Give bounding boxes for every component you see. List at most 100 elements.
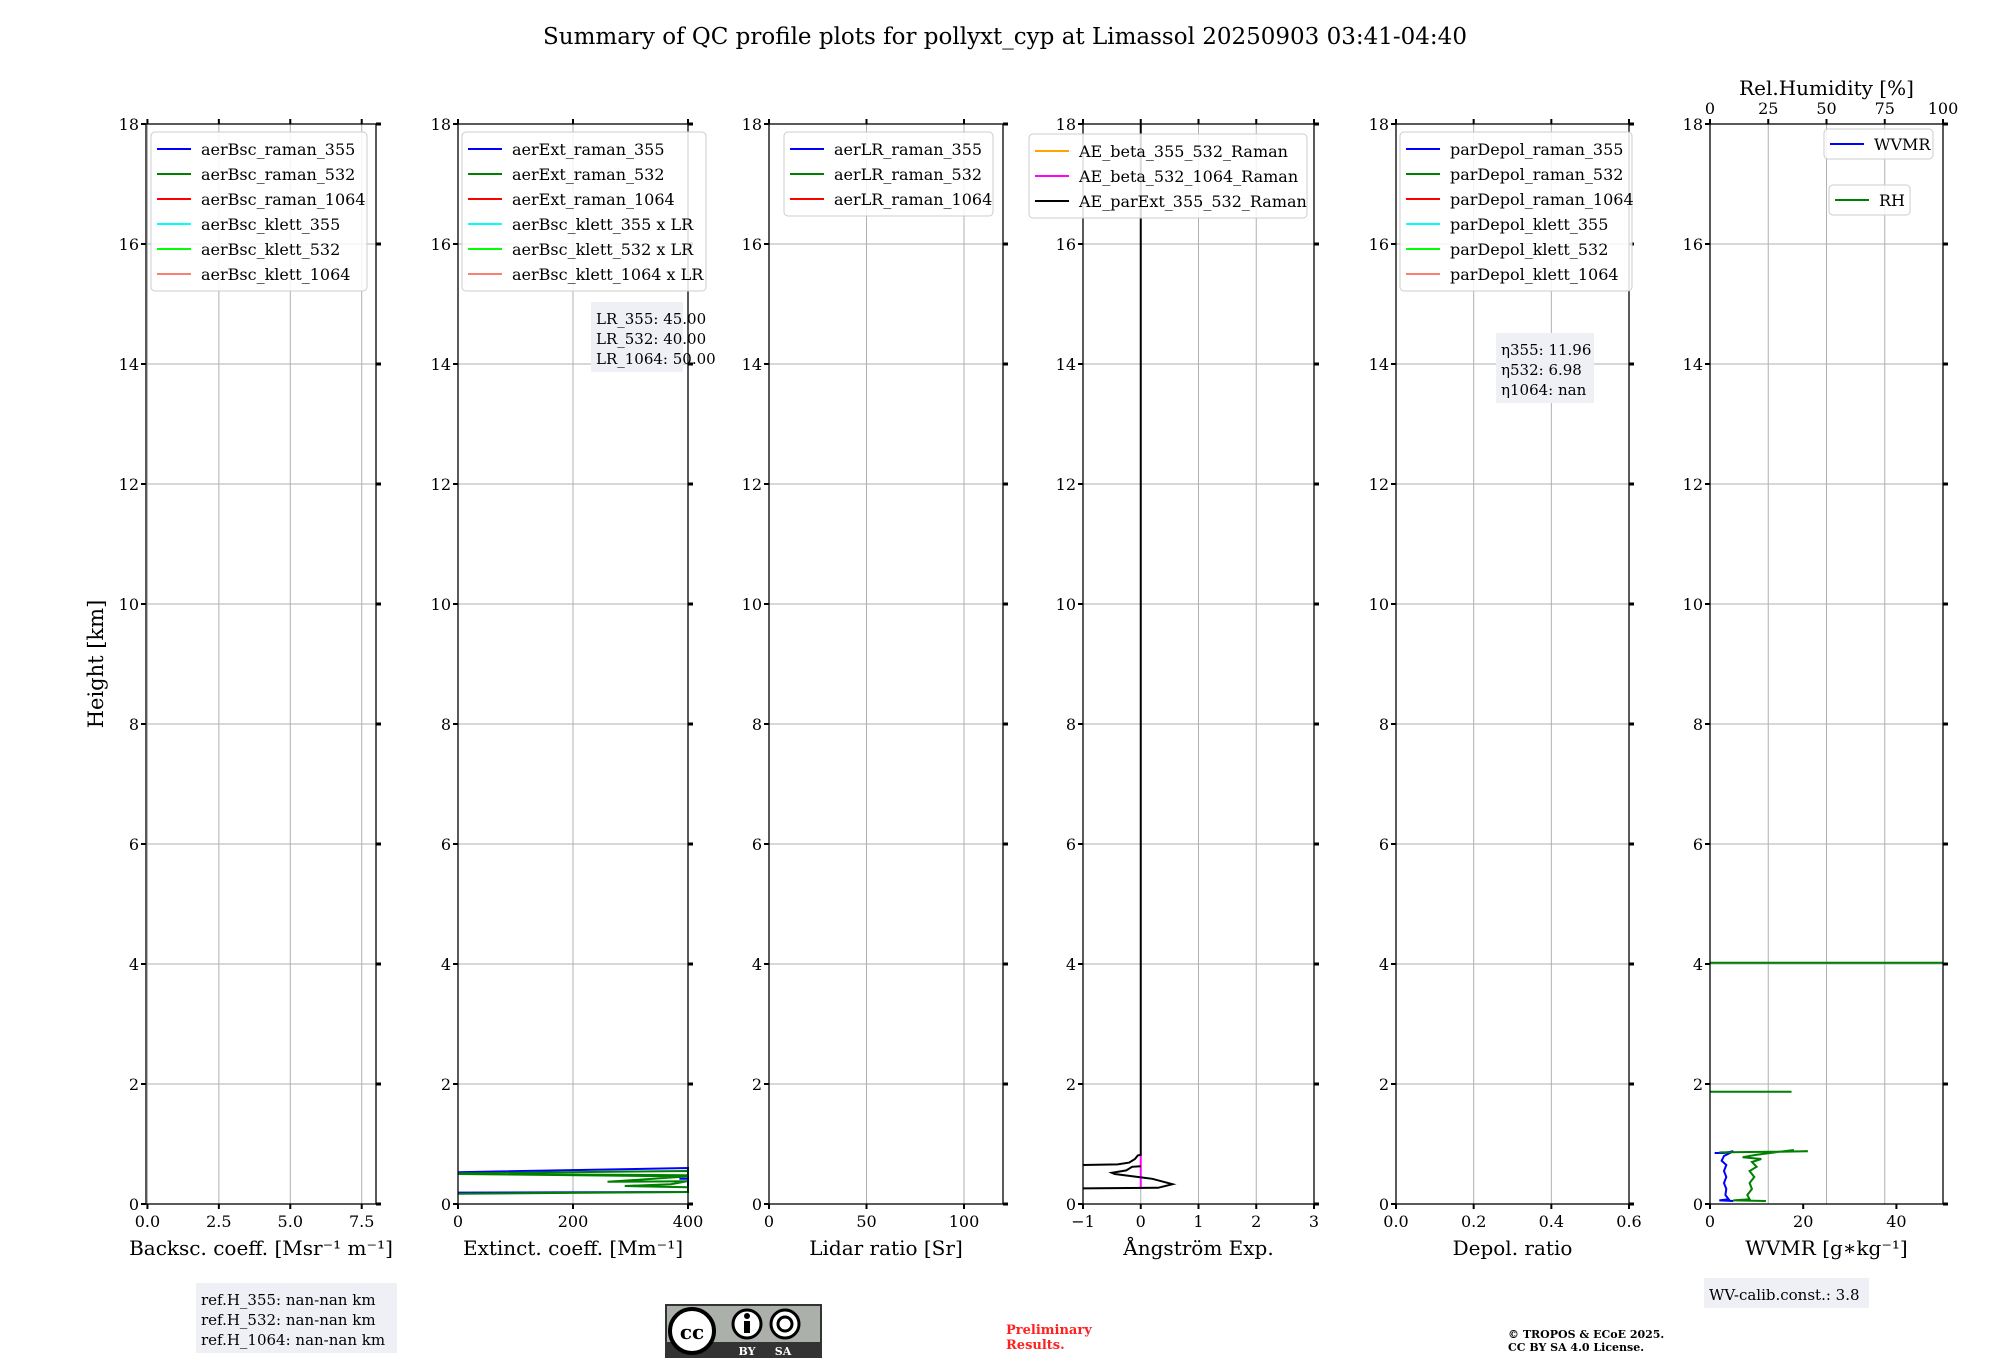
- axes-frame: [1395, 123, 1630, 1205]
- series-line-WVMR: [1714, 1150, 1734, 1202]
- y-tick-label: 14: [1369, 355, 1389, 374]
- y-tick-label: 4: [441, 955, 451, 974]
- info-text: LR_1064: 50.00: [596, 350, 716, 368]
- legend-label: aerBsc_klett_532 x LR: [512, 240, 694, 259]
- legend-label: aerLR_raman_532: [834, 165, 982, 184]
- x-tick-label: 0: [453, 1212, 463, 1231]
- y-tick-label: 8: [441, 715, 451, 734]
- y-tick-label: 10: [119, 595, 139, 614]
- legend-label: aerExt_raman_355: [512, 140, 665, 159]
- y-tick-label: 10: [1683, 595, 1703, 614]
- top-x-tick-label: 75: [1875, 99, 1895, 118]
- cc-logo-text: cc: [680, 1320, 704, 1344]
- figure-title: Summary of QC profile plots for pollyxt_…: [543, 24, 1467, 50]
- y-tick-label: 12: [742, 475, 762, 494]
- y-tick-label: 8: [129, 715, 139, 734]
- legend-label: aerBsc_klett_532: [201, 240, 340, 259]
- y-tick-label: 10: [431, 595, 451, 614]
- series-line-AE_parExt_355_532_Raman: [1082, 124, 1142, 1166]
- x-tick-label: 2.5: [206, 1212, 231, 1231]
- y-tick-label: 6: [441, 835, 451, 854]
- top-x-tick-label: 0: [1705, 99, 1715, 118]
- info-text: LR_355: 45.00: [596, 310, 706, 328]
- x-tick-label: 200: [558, 1212, 589, 1231]
- y-tick-label: 18: [119, 115, 139, 134]
- y-tick-label: 14: [1683, 355, 1703, 374]
- legend-label: AE_beta_355_532_Raman: [1078, 142, 1288, 161]
- y-tick-label: 14: [1056, 355, 1076, 374]
- y-tick-label: 16: [742, 235, 762, 254]
- top-x-tick-label: 25: [1758, 99, 1778, 118]
- y-tick-label: 6: [1693, 835, 1703, 854]
- y-tick-label: 0: [1066, 1195, 1076, 1214]
- y-tick-label: 18: [431, 115, 451, 134]
- y-axis-label: Height [km]: [84, 600, 108, 729]
- legend-label: aerBsc_klett_1064 x LR: [512, 265, 704, 284]
- y-tick-label: 8: [752, 715, 762, 734]
- x-tick-label: 0.2: [1461, 1212, 1486, 1231]
- y-tick-label: 6: [129, 835, 139, 854]
- y-tick-label: 16: [1056, 235, 1076, 254]
- legend-label: aerBsc_raman_1064: [201, 190, 366, 209]
- legend-label: parDepol_raman_532: [1450, 165, 1623, 184]
- x-axis-label: WVMR [g∗kg⁻¹]: [1745, 1236, 1907, 1260]
- y-tick-label: 12: [431, 475, 451, 494]
- y-tick-label: 2: [1066, 1075, 1076, 1094]
- y-tick-label: 16: [119, 235, 139, 254]
- y-tick-label: 4: [1693, 955, 1703, 974]
- panel-1: 0 2 4 6 8 10 12 14 16 18 0.0 2.5 5.0 7.5 Backsc. coeff…: [119, 115, 397, 1353]
- y-tick-label: 4: [1066, 955, 1076, 974]
- y-tick-label: 0: [1693, 1195, 1703, 1214]
- y-tick-label: 8: [1693, 715, 1703, 734]
- info-text: η532: 6.98: [1501, 361, 1582, 379]
- legend-label: aerBsc_klett_355 x LR: [512, 215, 694, 234]
- x-axis-label: Extinct. coeff. [Mm⁻¹]: [463, 1236, 683, 1260]
- y-tick-label: 8: [1066, 715, 1076, 734]
- x-tick-label: 0: [764, 1212, 774, 1231]
- panel-2: 0 2 4 6 8 10 12 14 16 18 0 200 400 Extinct. coeff. [M…: [431, 115, 716, 1260]
- legend-label: aerBsc_raman_355: [201, 140, 355, 159]
- x-tick-label: 0.0: [1383, 1212, 1408, 1231]
- legend-label: AE_beta_532_1064_Raman: [1078, 167, 1298, 186]
- legend-label: aerBsc_raman_532: [201, 165, 355, 184]
- y-tick-label: 12: [1369, 475, 1389, 494]
- y-tick-label: 14: [431, 355, 451, 374]
- x-tick-label: 0.6: [1616, 1212, 1641, 1231]
- top-x-tick-label: 100: [1928, 99, 1959, 118]
- top-x-axis-label: Rel.Humidity [%]: [1739, 76, 1914, 100]
- legend-label: parDepol_raman_1064: [1450, 190, 1634, 209]
- y-tick-label: 10: [1369, 595, 1389, 614]
- x-tick-label: 100: [949, 1212, 980, 1231]
- legend: aerLR_raman_355 aerLR_raman_532 aerLR_rama…: [783, 131, 994, 217]
- x-tick-label: 0.4: [1539, 1212, 1564, 1231]
- axes-frame: [145, 123, 377, 1205]
- legend: AE_beta_355_532_Raman AE_beta_532_1064_Ra…: [1028, 133, 1308, 219]
- legend-label: parDepol_klett_1064: [1450, 265, 1619, 284]
- y-tick-label: 2: [129, 1075, 139, 1094]
- legend-label: RH: [1879, 191, 1905, 210]
- x-tick-label: 400: [673, 1212, 704, 1231]
- y-tick-label: 18: [1369, 115, 1389, 134]
- y-tick-label: 6: [1066, 835, 1076, 854]
- y-tick-label: 0: [441, 1195, 451, 1214]
- copyright-note: © TROPOS & ECoE 2025.: [1508, 1328, 1664, 1341]
- info-text: ref.H_532: nan-nan km: [201, 1311, 376, 1329]
- x-tick-label: 0: [1136, 1212, 1146, 1231]
- cc-by-sa-logo: cc BY SA: [665, 1304, 822, 1358]
- panel-5: 0 2 4 6 8 10 12 14 16 18 0.0 0.2 0.4 0.6 Depol. ratio η…: [1369, 115, 1642, 1260]
- y-tick-label: 8: [1379, 715, 1389, 734]
- y-tick-label: 12: [1056, 475, 1076, 494]
- y-tick-label: 6: [1379, 835, 1389, 854]
- y-tick-label: 12: [119, 475, 139, 494]
- series-line-RH: [1719, 1149, 1808, 1202]
- legend: aerBsc_raman_355 aerBsc_raman_532 aerBsc_r…: [150, 131, 368, 292]
- sa-share-icon: [769, 1308, 801, 1340]
- axes-frame: [768, 123, 1004, 1205]
- info-textbox: LR_355: 45.00 LR_532: 40.00 LR_1064: 50.00: [591, 302, 716, 372]
- y-tick-label: 6: [752, 835, 762, 854]
- y-tick-label: 16: [1369, 235, 1389, 254]
- info-text: ref.H_355: nan-nan km: [201, 1291, 376, 1309]
